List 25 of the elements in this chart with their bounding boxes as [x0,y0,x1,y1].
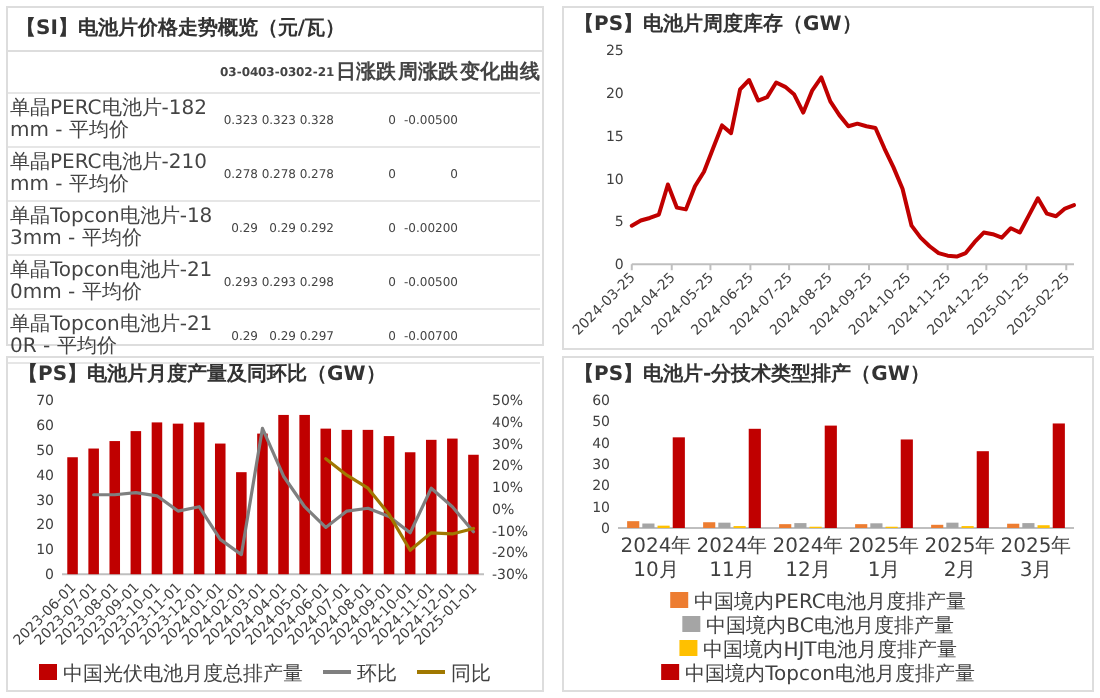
chart-title: 【PS】电池片周度库存（GW） [574,12,862,36]
legend-label: 同比 [451,662,491,686]
legend-label: 中国光伏电池月度总排产量 [63,662,303,686]
legend-label: 环比 [357,662,397,686]
x-tick-label: 2025年2月 [924,534,996,582]
text: 【SI】电池片价格走势概览（元/瓦） [8,8,542,52]
category-label: 单晶PERC电池片-210mm - 平均价 [10,152,207,196]
x-tick-label: 2025年3月 [1000,534,1072,582]
category-label: 单晶Topcon电池片-183mm - 平均价 [10,206,213,250]
category-label: 单晶Topcon电池片-210mm - 平均价 [10,260,213,304]
x-tick-label: 2025年1月 [848,534,920,582]
x-tick-label: 2024年10月 [620,534,692,582]
legend-label: 中国境内Topcon电池月度排产量 [685,662,975,686]
category-label: 单晶PERC电池片-182mm - 平均价 [10,98,207,142]
x-tick-label: 2024年11月 [696,534,768,582]
category-label: 变化曲线 [458,52,540,93]
chart-title: 【PS】电池片-分技术类型排产（GW） [574,362,930,386]
legend-label: 中国境内PERC电池月度排产量 [694,590,966,614]
legend-label: 中国境内HJT电池月度排产量 [703,638,957,662]
category-label: 日涨跌 [334,52,396,93]
chart-title: 【PS】电池片月度产量及同环比（GW） [18,362,386,386]
category-label: 周涨跌 [396,52,458,93]
category-label: 单晶Topcon电池片-210R - 平均价 [10,314,213,358]
x-tick-label: 2024年12月 [772,534,844,582]
legend-label: 中国境内BC电池月度排产量 [706,614,954,638]
